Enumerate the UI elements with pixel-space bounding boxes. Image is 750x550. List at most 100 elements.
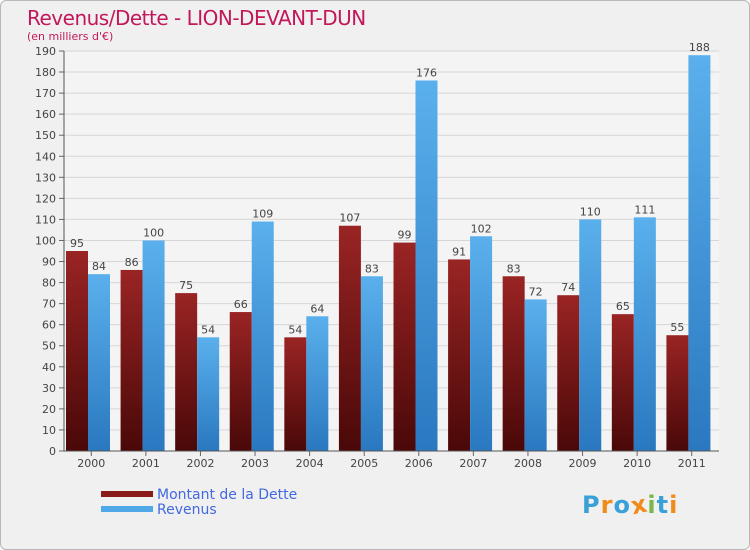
x-tick-label: 2010 (623, 457, 651, 470)
y-tick-label: 80 (42, 277, 56, 290)
x-tick-label: 2008 (514, 457, 542, 470)
x-tick-label: 2006 (405, 457, 433, 470)
bar-revenue (197, 337, 220, 451)
bar-debt (393, 242, 416, 451)
axes: 0 10 20 30 40 50 60 70 80 90 100 110 120 130 140 150 160… (35, 45, 719, 470)
data-label: 64 (310, 302, 324, 315)
y-tick-label: 140 (35, 150, 56, 163)
bar-debt (66, 251, 88, 451)
y-tick-label: 10 (42, 424, 56, 437)
x-tick-label: 2004 (296, 457, 324, 470)
y-tick-label: 30 (42, 382, 56, 395)
data-label: 72 (529, 285, 543, 298)
data-label: 66 (234, 298, 248, 311)
bar-revenue (579, 219, 602, 451)
y-tick-label: 40 (42, 361, 56, 374)
data-label: 65 (616, 300, 630, 313)
chart-subtitle: (en milliers d'€) (27, 30, 114, 43)
bar-debt (666, 335, 689, 451)
x-tick-label: 2011 (678, 457, 706, 470)
legend-label-revenue: Revenus (157, 502, 217, 518)
data-label: 99 (398, 229, 412, 242)
legend-swatch-debt (101, 491, 153, 497)
y-tick-label: 170 (35, 87, 56, 100)
data-label: 91 (452, 245, 466, 258)
y-tick-label: 120 (35, 192, 56, 205)
bar-revenue (524, 299, 547, 451)
x-tick-label: 2001 (132, 457, 160, 470)
bar-debt (175, 293, 198, 451)
data-label: 176 (416, 66, 437, 79)
bar-debt (229, 312, 252, 451)
y-tick-label: 150 (35, 129, 56, 142)
bar-revenue (360, 276, 383, 451)
data-label: 54 (201, 323, 215, 336)
proxiti-logo: Proxiti (582, 490, 679, 521)
x-tick-label: 2007 (459, 457, 487, 470)
plot-area (64, 51, 719, 451)
bar-revenue (306, 316, 329, 451)
data-label: 83 (365, 262, 379, 275)
x-tick-label: 2009 (569, 457, 597, 470)
data-label: 75 (179, 279, 193, 292)
data-label: 102 (471, 222, 492, 235)
bar-debt (557, 295, 580, 451)
data-labels: 95 84 86 100 75 54 66 109 54 64 107 83 99 176 91 102 83 7… (70, 41, 710, 336)
data-label: 111 (634, 203, 655, 216)
bar-revenue (688, 55, 711, 452)
data-label: 54 (288, 323, 302, 336)
y-tick-label: 190 (35, 45, 56, 58)
bar-revenue (415, 80, 438, 451)
y-tick-label: 100 (35, 234, 56, 247)
bar-debt (284, 337, 307, 451)
data-label: 110 (580, 205, 601, 218)
bar-debt (448, 259, 471, 451)
bars (66, 55, 711, 452)
x-tick-label: 2003 (241, 457, 269, 470)
bar-revenue (251, 221, 274, 451)
x-tick-label: 2000 (77, 457, 105, 470)
y-tick-label: 90 (42, 256, 56, 269)
data-label: 83 (507, 262, 521, 275)
data-label: 84 (92, 260, 106, 273)
logo-letter: o (613, 491, 631, 519)
y-tick-label: 20 (42, 403, 56, 416)
logo-letter: t (656, 491, 670, 519)
bar-debt (338, 225, 361, 451)
logo-letter: r (600, 491, 614, 519)
y-tick-label: 110 (35, 213, 56, 226)
y-tick-label: 70 (42, 298, 56, 311)
y-tick-label: 180 (35, 66, 56, 79)
data-label: 188 (689, 41, 710, 54)
data-label: 100 (143, 226, 164, 239)
bar-revenue (633, 217, 656, 451)
y-tick-label: 160 (35, 108, 56, 121)
data-label: 55 (670, 321, 684, 334)
y-tick-label: 60 (42, 319, 56, 332)
bar-revenue (88, 274, 110, 451)
bar-revenue (470, 236, 493, 451)
bar-debt (502, 276, 525, 451)
data-label: 109 (252, 208, 273, 221)
bar-debt (120, 269, 143, 451)
legend-swatch-revenue (101, 506, 153, 512)
y-tick-label: 50 (42, 340, 56, 353)
y-tick-label: 130 (35, 171, 56, 184)
data-label: 74 (561, 281, 575, 294)
logo-letter: i (647, 491, 657, 519)
legend-label-debt: Montant de la Dette (157, 487, 298, 503)
bar-revenue (142, 240, 165, 451)
y-tick-label: 0 (49, 445, 56, 458)
data-label: 107 (339, 212, 360, 225)
data-label: 95 (70, 237, 84, 250)
bar-debt (611, 314, 634, 451)
logo-letter: i (669, 491, 679, 519)
chart-title: Revenus/Dette - LION-DEVANT-DUN (27, 6, 366, 30)
x-tick-label: 2005 (350, 457, 378, 470)
grid-lines (64, 50, 719, 451)
logo-letter: P (582, 491, 601, 519)
data-label: 86 (125, 256, 139, 269)
x-tick-label: 2002 (186, 457, 214, 470)
